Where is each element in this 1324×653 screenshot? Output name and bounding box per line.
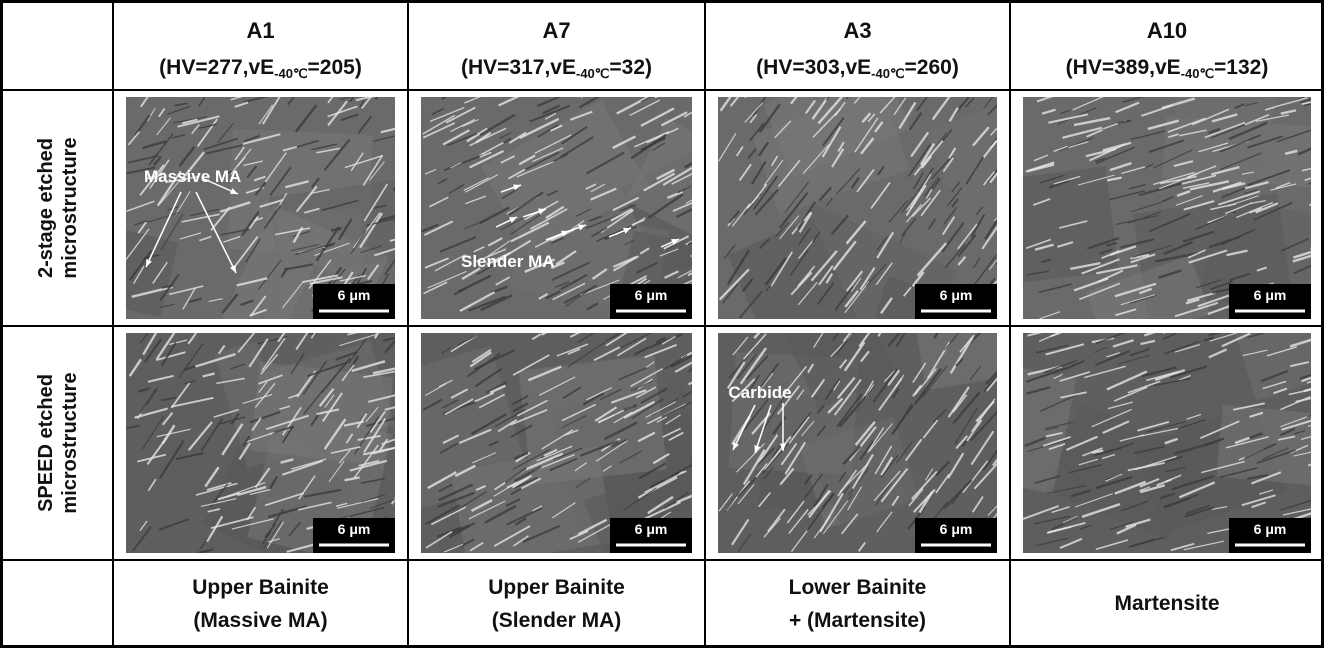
scale-bar-label: 6 μm bbox=[338, 521, 371, 537]
lath bbox=[995, 247, 1009, 264]
lath bbox=[688, 230, 717, 245]
lath bbox=[965, 81, 975, 98]
props-subscript: -40℃ bbox=[1181, 66, 1214, 81]
scale-bar-label: 6 μm bbox=[1254, 521, 1287, 537]
props-main: =205) bbox=[308, 56, 362, 79]
texture bbox=[373, 313, 769, 588]
lath bbox=[1300, 91, 1324, 103]
props-main: (HV=303,vE bbox=[756, 56, 871, 79]
sample-name: A3 bbox=[843, 18, 871, 43]
props-main: =132) bbox=[1214, 56, 1268, 79]
phase: + (Martensite) bbox=[789, 609, 926, 632]
annotation: Carbide bbox=[728, 383, 791, 402]
micrograph: 6 μm bbox=[986, 78, 1324, 350]
scale-bar-label: 6 μm bbox=[338, 287, 371, 303]
row-label: SPEED etched bbox=[35, 374, 57, 512]
annotation: Slender MA bbox=[461, 252, 555, 271]
phase: Martensite bbox=[1114, 592, 1219, 615]
row-label: microstructure bbox=[59, 137, 81, 278]
lath bbox=[655, 92, 665, 97]
props-main: (HV=317,vE bbox=[461, 56, 576, 79]
annotation: Massive MA bbox=[144, 167, 241, 186]
phase: (Massive MA) bbox=[193, 609, 327, 632]
row-label: microstructure bbox=[59, 372, 81, 513]
properties: (HV=389,vE-40℃=132) bbox=[1066, 56, 1269, 81]
phase: Upper Bainite bbox=[192, 576, 329, 599]
props-main: =260) bbox=[905, 56, 959, 79]
props-subscript: -40℃ bbox=[274, 66, 307, 81]
sample-name: A1 bbox=[246, 18, 274, 43]
properties: (HV=303,vE-40℃=260) bbox=[756, 56, 959, 81]
lath bbox=[1310, 247, 1321, 249]
scale-bar-label: 6 μm bbox=[940, 521, 973, 537]
lath bbox=[745, 87, 754, 98]
scale-bar-label: 6 μm bbox=[1254, 287, 1287, 303]
phase: Upper Bainite bbox=[488, 576, 625, 599]
lath bbox=[691, 251, 705, 257]
scale-bar-label: 6 μm bbox=[635, 287, 668, 303]
props-main: =32) bbox=[609, 56, 652, 79]
properties: (HV=317,vE-40℃=32) bbox=[461, 56, 652, 81]
phase: (Slender MA) bbox=[492, 609, 622, 632]
lath bbox=[540, 323, 560, 334]
grain bbox=[1216, 405, 1324, 491]
figure-table: 6 μm Massive MA 6 μm Slender MA 6 μm 6 μm 2-st… bbox=[0, 0, 1324, 648]
props-subscript: -40℃ bbox=[871, 66, 904, 81]
props-subscript: -40℃ bbox=[576, 66, 609, 81]
props-main: (HV=389,vE bbox=[1066, 56, 1181, 79]
props-main: (HV=277,vE bbox=[159, 56, 274, 79]
lath bbox=[375, 74, 390, 99]
phase: Lower Bainite bbox=[789, 576, 927, 599]
lath bbox=[393, 169, 407, 191]
row-label: 2-stage etched bbox=[35, 138, 57, 278]
properties: (HV=277,vE-40℃=205) bbox=[159, 56, 362, 81]
micrograph: 6 μm bbox=[373, 313, 769, 588]
micrograph: 6 μm Carbide bbox=[718, 289, 1022, 563]
scale-bar-label: 6 μm bbox=[635, 521, 668, 537]
sample-name: A10 bbox=[1147, 18, 1187, 43]
scale-bar-label: 6 μm bbox=[940, 287, 973, 303]
sample-name: A7 bbox=[542, 18, 570, 43]
